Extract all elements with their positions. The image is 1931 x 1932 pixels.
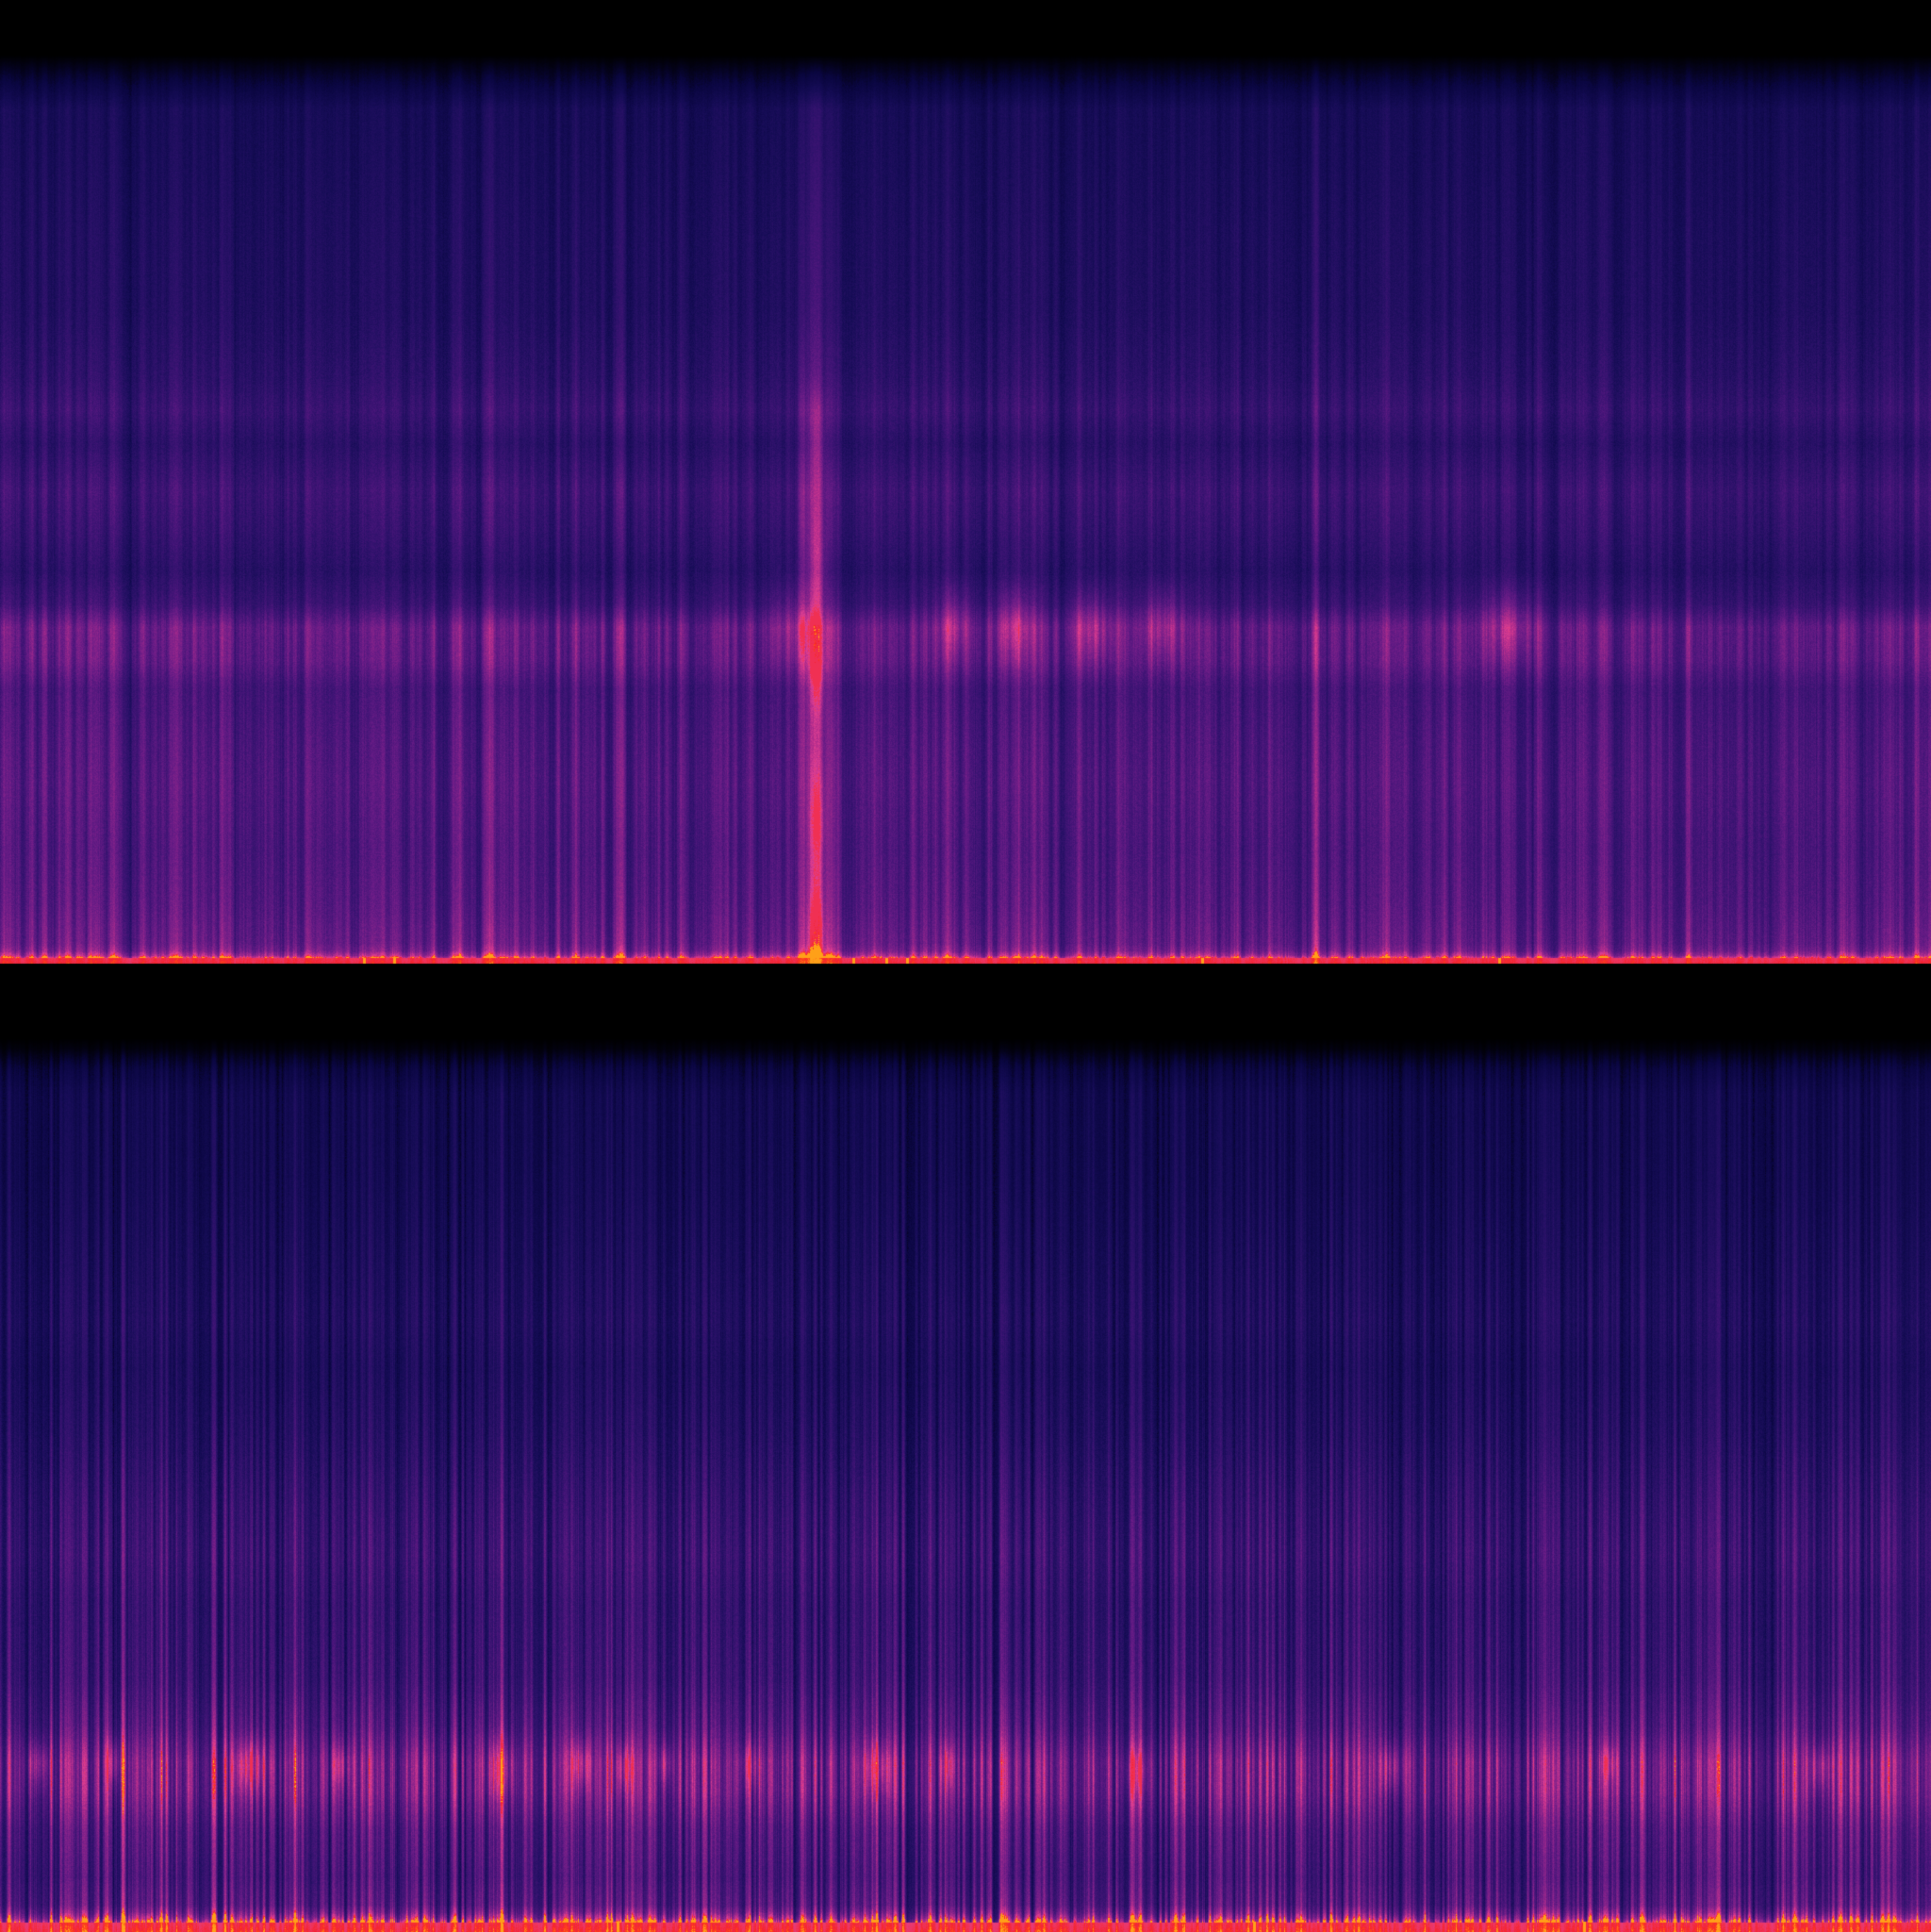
spectrogram-canvas [0, 0, 1931, 1932]
spectrogram-figure [0, 0, 1931, 1932]
